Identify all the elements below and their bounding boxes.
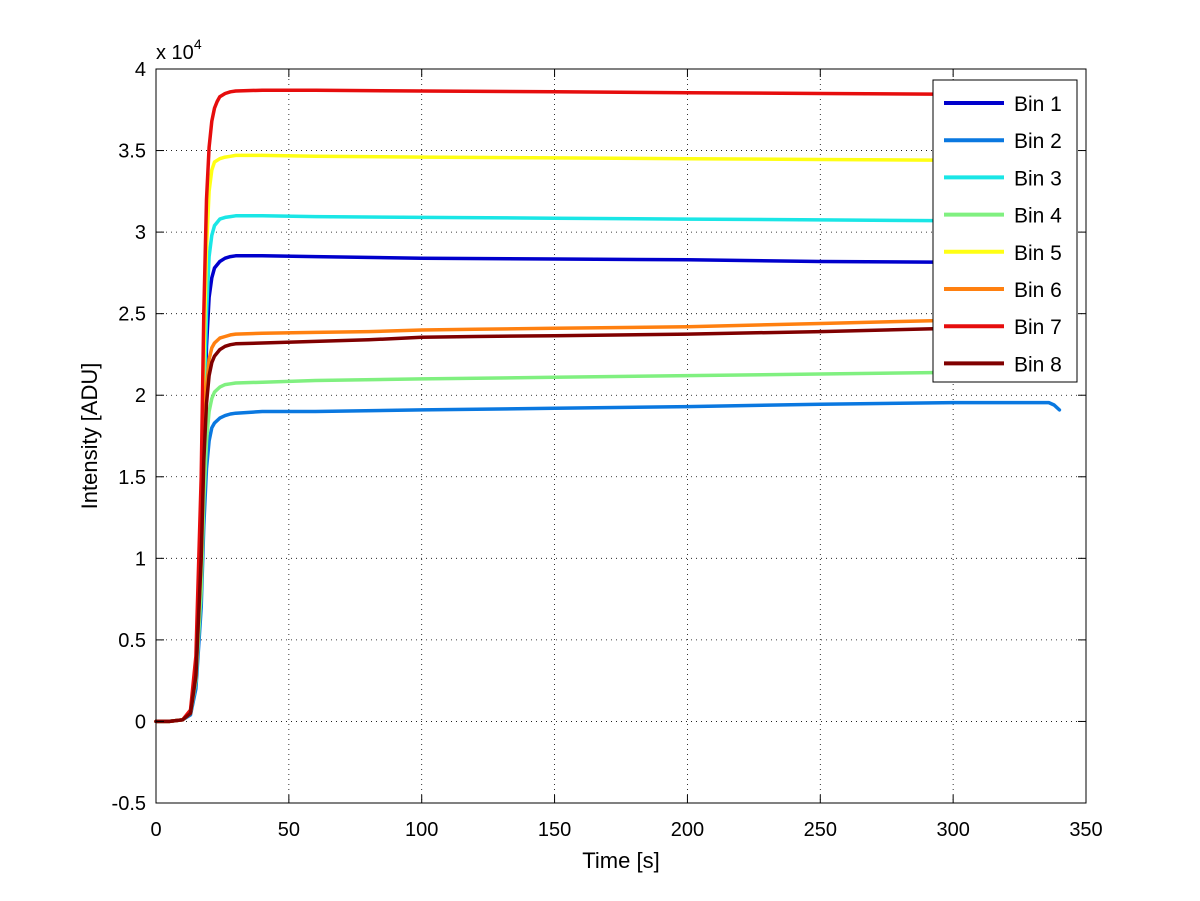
y-tick-label: 0.5 bbox=[118, 630, 146, 652]
legend-label-bin-4: Bin 4 bbox=[1014, 205, 1062, 228]
x-tick-label: 300 bbox=[936, 819, 969, 841]
legend-label-bin-2: Bin 2 bbox=[1014, 130, 1062, 153]
y-tick-label: 3.5 bbox=[118, 141, 146, 163]
legend-label-bin-3: Bin 3 bbox=[1014, 167, 1062, 190]
x-tick-label: 100 bbox=[405, 819, 438, 841]
y-tick-label: 0 bbox=[135, 711, 146, 733]
series-line-bin-8 bbox=[154, 324, 1062, 724]
plot-area bbox=[156, 69, 1086, 803]
series-lines bbox=[154, 88, 1062, 724]
legend-label-bin-5: Bin 5 bbox=[1014, 242, 1062, 265]
y-tick-label: 3 bbox=[135, 222, 146, 244]
y-tick-label: -0.5 bbox=[112, 793, 146, 815]
x-tick-label: 200 bbox=[671, 819, 704, 841]
legend: Bin 1 Bin 2 Bin 3 Bin 4 Bin 5 Bin 6 Bin 7 Bin 8 bbox=[932, 79, 1078, 383]
x-tick-label: 0 bbox=[150, 819, 161, 841]
legend-label-bin-8: Bin 8 bbox=[1014, 353, 1062, 376]
y-tick-label: 1 bbox=[135, 548, 146, 570]
y-tick-labels: -0.5 0 0.5 1 1.5 2 2.5 3 3.5 4 bbox=[112, 59, 146, 815]
legend-label-bin-1: Bin 1 bbox=[1014, 93, 1062, 116]
legend-label-bin-6: Bin 6 bbox=[1014, 279, 1062, 302]
y-tick-label: 1.5 bbox=[118, 467, 146, 489]
legend-label-bin-7: Bin 7 bbox=[1014, 316, 1062, 339]
x-tick-label: 250 bbox=[804, 819, 837, 841]
y-axis-title: Intensity [ADU] bbox=[77, 363, 102, 510]
y-tick-label: 4 bbox=[135, 59, 146, 81]
tick-marks bbox=[155, 68, 1087, 804]
plot-frame bbox=[155, 68, 1087, 804]
x-tick-label: 150 bbox=[538, 819, 571, 841]
grid-lines bbox=[155, 68, 1087, 804]
y-multiplier-label: x 104 bbox=[156, 36, 202, 64]
x-axis-title: Time [s] bbox=[582, 848, 659, 873]
x-tick-label: 50 bbox=[278, 819, 300, 841]
y-tick-label: 2 bbox=[135, 385, 146, 407]
x-tick-label: 350 bbox=[1069, 819, 1102, 841]
y-tick-label: 2.5 bbox=[118, 304, 146, 326]
x-tick-labels: 0 50 100 150 200 250 300 350 bbox=[150, 819, 1102, 841]
legend-box bbox=[932, 79, 1078, 383]
